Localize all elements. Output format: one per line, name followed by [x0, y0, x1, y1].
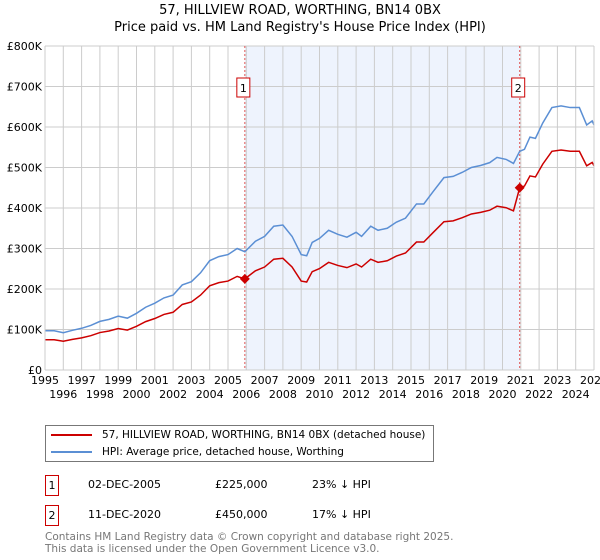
- x-tick-label: 2019: [470, 374, 498, 387]
- x-tick-label: 2017: [434, 374, 462, 387]
- footer-licence: This data is licensed under the Open Gov…: [45, 543, 380, 555]
- x-tick-label: 2015: [397, 374, 425, 387]
- legend-label: 57, HILLVIEW ROAD, WORTHING, BN14 0BX (d…: [102, 429, 426, 441]
- sale-badge: 2: [45, 505, 59, 526]
- sale-row: 1 02-DEC-2005 £225,000 23% ↓ HPI: [45, 475, 465, 496]
- x-tick-label: 2025: [580, 374, 600, 387]
- y-tick-label: £400K: [7, 202, 43, 215]
- y-tick-label: £500K: [7, 162, 43, 175]
- sale-price: £225,000: [215, 478, 268, 491]
- legend-item-hpi: HPI: Average price, detached house, Wort…: [51, 445, 344, 459]
- x-tick-label: 2007: [251, 374, 279, 387]
- x-tick-label: 2004: [196, 388, 224, 401]
- x-tick-label: 2003: [177, 374, 205, 387]
- sale-marker-label: 1: [240, 82, 247, 95]
- x-tick-label: 1997: [68, 374, 96, 387]
- x-tick-label: 2018: [452, 388, 480, 401]
- x-tick-label: 2009: [287, 374, 315, 387]
- x-tick-label: 2002: [159, 388, 187, 401]
- legend-swatch: [51, 434, 92, 436]
- legend-item-property: 57, HILLVIEW ROAD, WORTHING, BN14 0BX (d…: [51, 428, 425, 442]
- x-tick-label: 2021: [507, 374, 535, 387]
- y-tick-label: £0: [28, 364, 42, 377]
- x-tick-label: 2006: [232, 388, 260, 401]
- legend-swatch: [51, 451, 92, 453]
- x-tick-label: 2011: [324, 374, 352, 387]
- x-tick-label: 2005: [214, 374, 242, 387]
- sale-point: [514, 182, 525, 193]
- footer-copyright: Contains HM Land Registry data © Crown c…: [45, 531, 454, 543]
- x-tick-label: 2000: [123, 388, 151, 401]
- x-tick-label: 1995: [31, 374, 59, 387]
- chart-title: 57, HILLVIEW ROAD, WORTHING, BN14 0BX: [159, 3, 441, 18]
- x-tick-label: 2014: [379, 388, 407, 401]
- x-tick-label: 2001: [141, 374, 169, 387]
- x-tick-label: 2023: [543, 374, 571, 387]
- sale-price: £450,000: [215, 508, 268, 521]
- legend-label: HPI: Average price, detached house, Wort…: [102, 446, 344, 458]
- y-tick-label: £600K: [7, 121, 43, 134]
- sale-date: 11-DEC-2020: [88, 508, 162, 521]
- x-tick-label: 2020: [489, 388, 517, 401]
- sale-marker-label: 2: [515, 82, 522, 95]
- sale-row: 2 11-DEC-2020 £450,000 17% ↓ HPI: [45, 505, 465, 526]
- x-tick-label: 1998: [86, 388, 114, 401]
- x-tick-label: 2022: [525, 388, 553, 401]
- x-tick-label: 2013: [360, 374, 388, 387]
- sale-hpi-diff: 17% ↓ HPI: [312, 508, 371, 521]
- x-tick-label: 2012: [342, 388, 370, 401]
- x-tick-label: 2016: [415, 388, 443, 401]
- sale-badge: 1: [45, 475, 59, 496]
- sale-date: 02-DEC-2005: [88, 478, 162, 491]
- x-tick-label: 2008: [269, 388, 297, 401]
- footer: Contains HM Land Registry data © Crown c…: [45, 531, 453, 555]
- x-tick-label: 2010: [306, 388, 334, 401]
- sale-point: [239, 273, 250, 284]
- x-tick-label: 1996: [49, 388, 77, 401]
- sale-marker-box: [511, 77, 526, 98]
- y-tick-label: £700K: [7, 81, 43, 94]
- y-tick-label: £200K: [7, 283, 43, 296]
- sale-hpi-diff: 23% ↓ HPI: [312, 478, 371, 491]
- y-tick-label: £100K: [7, 324, 43, 337]
- chart-subtitle: Price paid vs. HM Land Registry's House …: [114, 20, 486, 35]
- x-tick-label: 2024: [562, 388, 590, 401]
- y-tick-label: £300K: [7, 243, 43, 256]
- y-tick-label: £800K: [7, 40, 43, 53]
- hpi-line: [45, 105, 595, 334]
- legend: 57, HILLVIEW ROAD, WORTHING, BN14 0BX (d…: [45, 425, 434, 462]
- price-chart: 1995199619971998199920002001200220032004…: [7, 40, 600, 401]
- x-tick-label: 1999: [104, 374, 132, 387]
- sale-marker-box: [236, 77, 251, 98]
